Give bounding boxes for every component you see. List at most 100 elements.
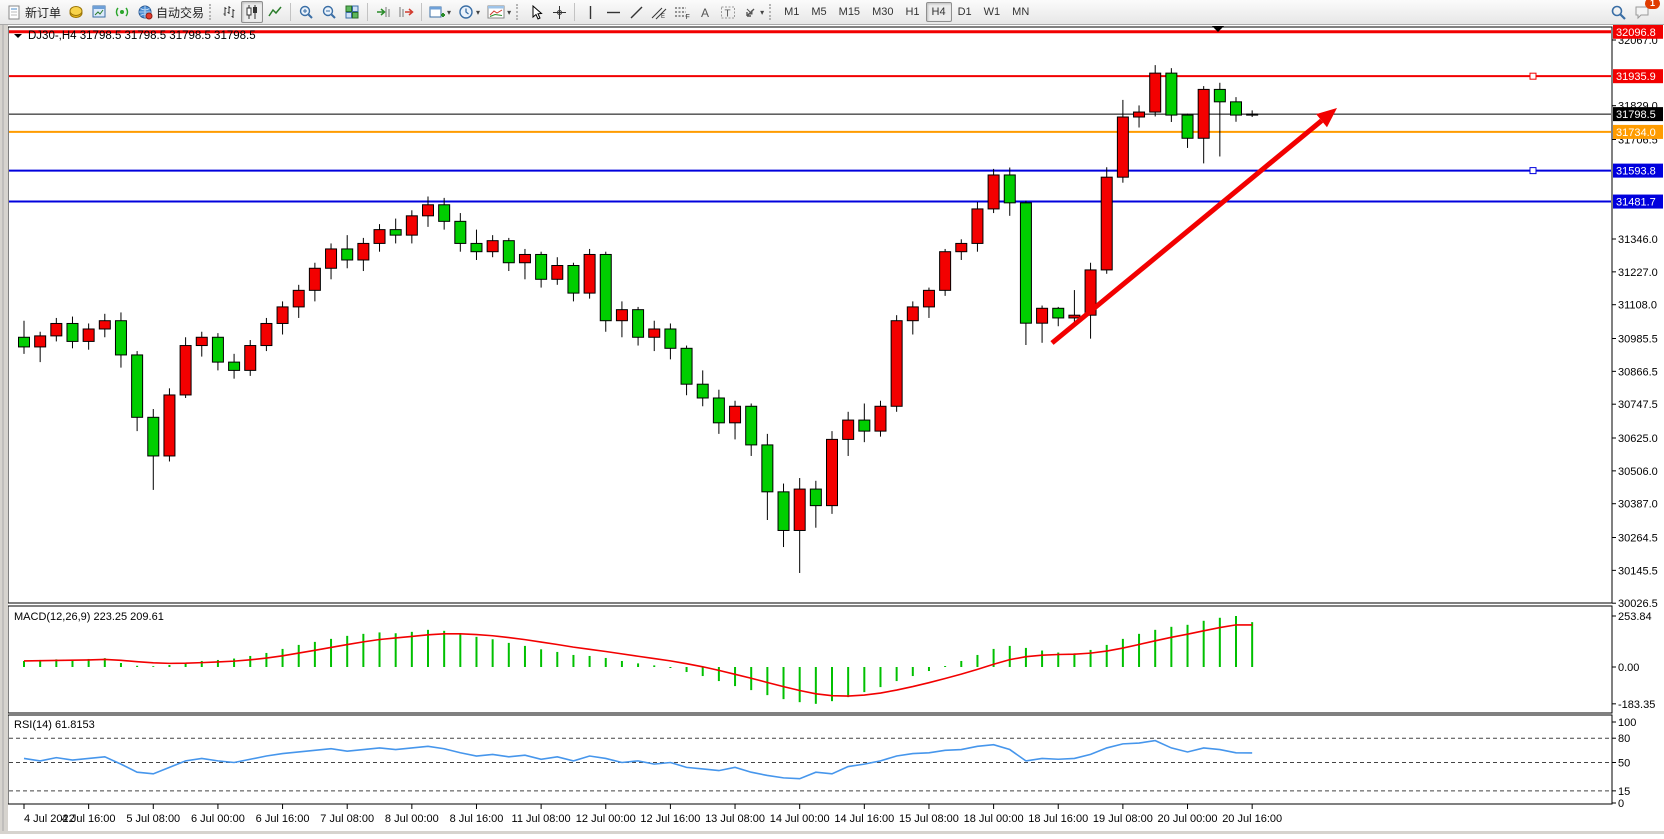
candle-20 Jul 08:00 (1213, 88, 1226, 103)
channel-tool-button[interactable]: E (648, 1, 670, 23)
zoom-in-button[interactable] (295, 1, 317, 23)
search-button[interactable] (1607, 1, 1630, 23)
candle-7 Jul 04:00 (325, 248, 338, 269)
autotrading-button[interactable]: 自动交易 (134, 1, 207, 23)
time-tick-label: 6 Jul 00:00 (191, 813, 245, 825)
cursor-tool-button[interactable] (525, 1, 547, 23)
candle-11 Jul 00:00 (502, 240, 515, 264)
line-chart-icon (268, 6, 282, 17)
svg-text:F: F (686, 14, 690, 20)
timeframe-D1[interactable]: D1 (957, 6, 972, 18)
auto-scroll-button[interactable] (372, 1, 394, 23)
signals-button[interactable] (111, 1, 133, 23)
timeframe-MN[interactable]: MN (1012, 6, 1030, 18)
chart-shift-button[interactable] (395, 1, 417, 23)
time-tick-label: 6 Jul 16:00 (256, 813, 310, 825)
indicators-button[interactable]: ▾ (484, 1, 514, 23)
market-watch-button[interactable] (65, 1, 87, 23)
hline-handle[interactable] (1529, 167, 1537, 175)
macd-indicator: MACD(12,26,9) 223.25 209.61 253.84 0.00 -18… (14, 611, 1655, 711)
profiles-button[interactable]: ▾ (455, 1, 483, 23)
timeframe-M1[interactable]: M1 (784, 6, 800, 18)
tile-windows-button[interactable] (341, 1, 363, 23)
candlestick-chart-button[interactable] (241, 1, 264, 23)
candle-8 Jul 04:00 (422, 204, 434, 217)
rsi-panel[interactable] (7, 714, 1613, 805)
candle-5 Jul 04:00 (131, 354, 144, 418)
candle-6 Jul 16:00 (276, 306, 289, 324)
rsi-axis-label: 0 (1618, 798, 1624, 810)
sell-marker-icon[interactable] (1212, 26, 1224, 32)
candle-4 Jul 08:00 (50, 322, 63, 337)
autotrading-icon (138, 5, 153, 20)
new-chart-icon (429, 6, 446, 18)
candle-6 Jul 12:00 (260, 322, 273, 347)
notifications-button[interactable]: 1 (1631, 0, 1660, 23)
candle-6 Jul 00:00 (211, 336, 224, 363)
price-tick-label: 31227.0 (1618, 267, 1658, 279)
rsi-axis-label: 100 (1618, 717, 1636, 729)
timeframe-M5[interactable]: M5 (811, 6, 827, 18)
clock-icon (459, 5, 473, 19)
candle-7 Jul 08:00 (341, 248, 354, 261)
price-tick-label: 31108.0 (1618, 300, 1657, 312)
line-chart-button[interactable] (264, 1, 286, 23)
chart-window: 32067.0 31829.0 31706.5 31346.0 31227.0 31108… (0, 24, 1664, 834)
candle-8 Jul 20:00 (486, 240, 499, 253)
new-order-button[interactable]: 新订单 (4, 1, 64, 23)
bar-chart-button[interactable] (218, 1, 240, 23)
candle-13 Jul 16:00 (761, 444, 774, 493)
arrows-tool-button[interactable]: ▾ (740, 1, 767, 23)
new-order-icon (8, 5, 20, 19)
new-chart-button[interactable]: ▾ (426, 1, 454, 23)
candle-12 Jul 20:00 (680, 347, 693, 385)
candle-5 Jul 00:00 (114, 320, 127, 356)
candle-20 Jul 00:00 (1181, 114, 1194, 139)
macd-panel[interactable] (7, 605, 1613, 714)
candle-5 Jul 12:00 (163, 394, 176, 457)
data-window-button[interactable] (88, 1, 110, 23)
one-click-trading-arrow-icon[interactable] (14, 34, 22, 38)
time-tick-label: 8 Jul 00:00 (385, 813, 439, 825)
text-tool-button[interactable]: A (694, 1, 716, 23)
main-chart-panel[interactable] (7, 26, 1613, 604)
fibonacci-tool-button[interactable]: F (671, 1, 693, 23)
candle-14 Jul 04:00 (809, 488, 822, 507)
crosshair-tool-button[interactable] (548, 1, 570, 23)
trendline-tool-button[interactable] (625, 1, 647, 23)
candle-18 Jul 04:00 (1003, 174, 1016, 204)
candle-13 Jul 20:00 (777, 491, 790, 531)
rsi-axis-label: 15 (1618, 786, 1630, 798)
text-label-tool-button[interactable]: T (717, 1, 739, 23)
price-axis: 32067.031829.031706.531346.031227.031108… (1612, 35, 1658, 610)
vertical-line-tool-button[interactable] (579, 1, 601, 23)
zoom-out-button[interactable] (318, 1, 340, 23)
chart-canvas[interactable]: 32067.031829.031706.531346.031227.031108… (0, 24, 1664, 834)
rsi-label: RSI(14) 61.8153 (14, 719, 95, 731)
candle-4 Jul 16:00 (82, 328, 95, 342)
timeframe-H4[interactable]: H4 (925, 2, 952, 22)
candle-19 Jul 00:00 (1084, 269, 1097, 316)
price-tick-label: 30387.0 (1618, 499, 1658, 511)
candle-13 Jul 12:00 (745, 405, 758, 446)
candle-15 Jul 12:00 (939, 251, 952, 291)
hline-handle[interactable] (1529, 72, 1537, 80)
signals-icon (115, 7, 129, 17)
time-tick-label: 7 Jul 08:00 (320, 813, 374, 825)
time-tick-label: 14 Jul 00:00 (770, 813, 830, 825)
candle-18 Jul 16:00 (1052, 307, 1065, 319)
notification-badge: 1 (1645, 0, 1660, 9)
timeframe-H1[interactable]: H1 (905, 6, 920, 18)
timeframe-W1[interactable]: W1 (983, 6, 1001, 18)
timeframe-M30[interactable]: M30 (872, 6, 894, 18)
trend-arrow[interactable] (1050, 108, 1337, 345)
candle-6 Jul 20:00 (292, 289, 305, 308)
dropdown-arrow-icon: ▾ (760, 7, 765, 17)
timeframe-M15[interactable]: M15 (838, 6, 861, 18)
horizontal-line-tool-button[interactable] (602, 1, 624, 23)
candle-20 Jul 12:00 (1230, 101, 1242, 116)
candle-12 Jul 16:00 (664, 328, 677, 349)
time-tick-label: 19 Jul 08:00 (1093, 813, 1153, 825)
macd-signal-line (23, 624, 1253, 697)
svg-text:31798.5: 31798.5 (1616, 109, 1656, 121)
